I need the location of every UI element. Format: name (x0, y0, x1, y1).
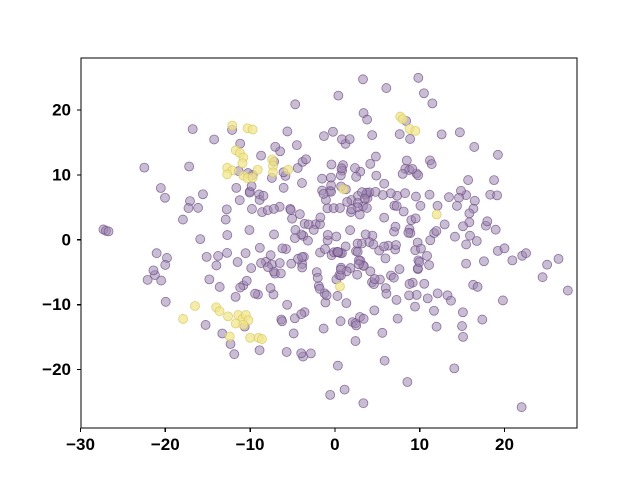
svg-text:−30: −30 (66, 435, 95, 454)
svg-text:20: 20 (495, 435, 514, 454)
svg-text:10: 10 (410, 435, 429, 454)
svg-text:0: 0 (330, 435, 339, 454)
svg-text:20: 20 (52, 101, 71, 120)
svg-text:−20: −20 (151, 435, 180, 454)
svg-text:10: 10 (52, 165, 71, 184)
svg-text:−10: −10 (42, 295, 71, 314)
svg-text:−20: −20 (42, 360, 71, 379)
svg-text:0: 0 (62, 230, 71, 249)
svg-text:−10: −10 (236, 435, 265, 454)
